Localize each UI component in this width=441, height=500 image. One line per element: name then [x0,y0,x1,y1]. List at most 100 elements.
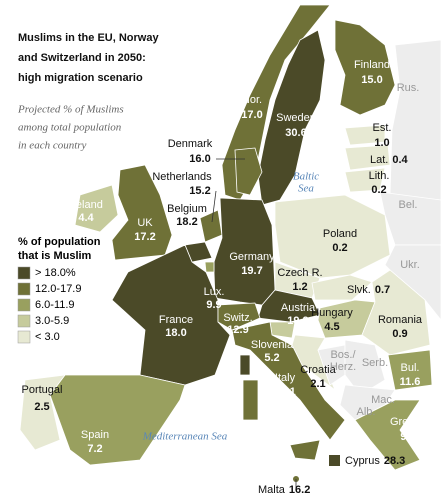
country-value: 0.2 [371,184,386,196]
country-value: 7.2 [87,443,102,455]
legend-label: 6.0-11.9 [35,299,75,311]
country-value: 14.1 [274,386,295,398]
country-value: 15.0 [361,74,382,86]
country-name: Netherlands [152,171,212,183]
country-value: 9.7 [400,431,415,443]
uk [111,164,173,261]
country-value: 0.7 [375,284,390,296]
country-name: Greece [390,416,426,428]
context-label: Mac. [371,394,395,406]
countries [19,4,441,490]
country-value: 16.2 [289,484,310,496]
legend-label: > 18.0% [35,267,76,279]
germany [213,197,276,306]
title-line: high migration scenario [18,72,143,84]
sardinia [242,379,259,421]
country-name: Slovenia [251,339,294,351]
country-value: 18.2 [176,216,197,228]
russia [389,39,441,201]
portugal [19,374,66,451]
country-name: Sweden [276,112,316,124]
country-value: 12.9 [227,324,248,336]
country-value: 2.5 [34,401,49,413]
context-label: Serb. [362,357,388,369]
legend-swatch [17,298,31,312]
legend-swatch [17,330,31,344]
country-value: 17.2 [134,231,155,243]
country-value: 28.3 [384,455,405,467]
country-name: Poland [323,228,357,240]
legend-title: that is Muslim [18,250,92,262]
title-line: Muslims in the EU, Norway [18,32,159,44]
netherlands-leader [211,190,217,223]
country-name: UK [137,217,153,229]
france [111,244,231,386]
subtitle-line: among total population [18,122,122,134]
lithuania [344,167,386,193]
legend-swatch [17,282,31,296]
cyprus-marker [329,455,340,466]
estonia [344,124,386,146]
context-label: Bos./ [330,349,356,361]
country-value: 0.2 [332,242,347,254]
luxembourg [204,261,215,273]
slovakia [311,274,373,301]
country-name: Portugal [22,384,63,396]
context-label: Herz. [330,361,356,373]
country-value: 5.2 [264,352,279,364]
legend-label: 3.0-5.9 [35,315,69,327]
country-value: 11.6 [400,376,421,388]
switzerland [217,302,261,331]
country-value: 19.7 [241,265,262,277]
country-value: 1.2 [292,281,307,293]
legend-label: < 3.0 [35,331,60,343]
country-value: 4.5 [324,321,339,333]
country-name: Slvk. [347,284,371,296]
legend-swatch [17,314,31,328]
country-value: 2.1 [310,378,325,390]
context-label: Rus. [397,82,420,94]
country-name: Belgium [167,203,207,215]
country-name: Hungary [311,307,353,319]
country-name: Lith. [369,170,390,182]
country-name: Czech R. [277,267,322,279]
denmark [234,147,263,196]
country-value: 15.2 [189,185,210,197]
ireland [74,184,119,233]
country-value: 0.4 [392,154,408,166]
legend-swatch [17,266,31,280]
context-label: Ukr. [400,259,420,271]
romania [361,269,431,356]
sea-label: Sea [298,183,314,195]
country-value: 0.9 [392,328,407,340]
country-value: 17.0 [241,109,262,121]
country-name: Spain [81,429,109,441]
finland [334,19,396,116]
spain [49,374,186,466]
country-name: Lat. [370,154,388,166]
context-label: Bel. [399,199,418,211]
latvia [344,144,391,171]
legend-title: % of population [18,236,101,248]
country-name: Romania [378,314,423,326]
country-value: 19.9 [287,315,308,327]
country-value: 16.0 [189,153,210,165]
country-name: Ireland [69,199,103,211]
labels: Muslims in the EU, Norway and Switzerland… [17,32,426,496]
bulgaria [387,349,433,391]
sicily [289,439,321,461]
corsica [239,354,251,376]
sea-label: Mediterranean Sea [142,431,228,443]
country-name: Est. [373,122,392,134]
country-name: Italy [275,372,296,384]
country-value: 1.0 [374,137,389,149]
subtitle-line: Projected % of Muslims [17,104,124,116]
country-value: 18.0 [165,327,186,339]
country-value: 9.9 [206,299,221,311]
country-name: Malta [258,484,286,496]
country-name: Nor. [242,94,262,106]
country-name: Switz. [223,312,252,324]
greece [354,399,421,471]
country-value: 4.4 [78,212,94,224]
country-name: Bul. [401,362,420,374]
